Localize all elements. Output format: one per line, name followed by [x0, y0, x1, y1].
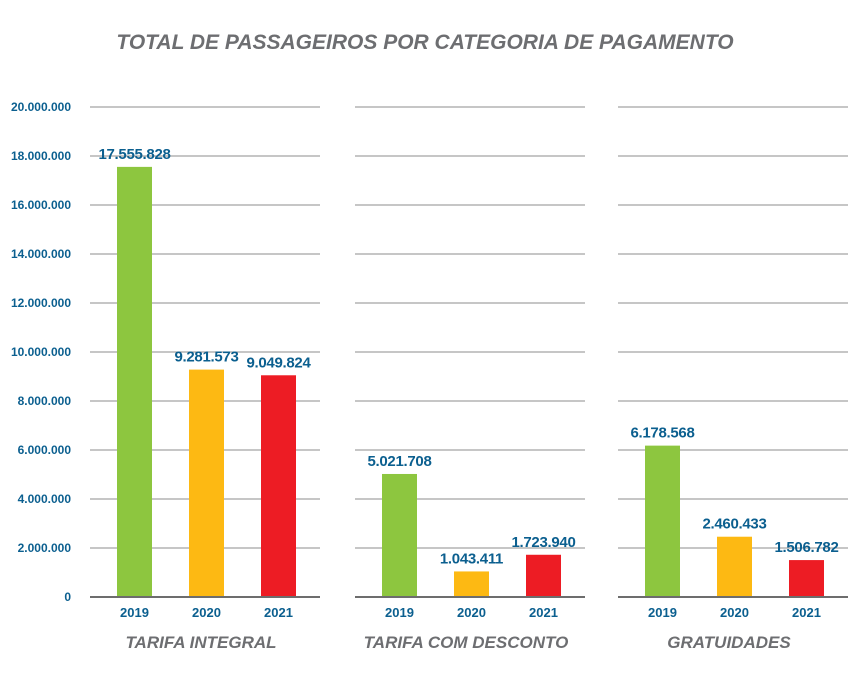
data-label: 9.281.573 — [174, 349, 238, 366]
panel-tarifa-integral: 17.555.828 2019 9.281.573 2020 9.049.824 2021… — [90, 106, 320, 652]
x-tick-label: 2019 — [120, 605, 149, 620]
y-tick-label: 8.000.000 — [18, 394, 72, 408]
y-tick-label: 14.000.000 — [11, 247, 71, 261]
bar-2021 — [261, 375, 296, 597]
panel-title: TARIFA COM DESCONTO — [364, 633, 569, 652]
data-label: 2.460.433 — [702, 516, 766, 533]
bar-2019 — [382, 473, 417, 597]
data-label: 5.021.708 — [367, 453, 431, 470]
data-label: 1.506.782 — [774, 539, 838, 556]
y-tick-label: 4.000.000 — [18, 492, 72, 506]
panel-title: TARIFA INTEGRAL — [125, 633, 276, 652]
y-tick-label: 16.000.000 — [11, 198, 71, 212]
panel-tarifa-com-desconto: 5.021.708 2019 1.043.411 2020 1.723.940 2021 T… — [355, 106, 585, 652]
chart-panels: 17.555.828 2019 9.281.573 2020 9.049.824 2021… — [90, 106, 848, 652]
x-tick-label: 2020 — [192, 605, 221, 620]
y-axis: 0 2.000.000 4.000.000 6.000.000 8.000.000 10.… — [11, 100, 71, 604]
data-label: 9.049.824 — [246, 354, 311, 371]
bar-2021 — [526, 554, 561, 597]
bar-2019 — [645, 445, 680, 597]
x-tick-label: 2020 — [720, 605, 749, 620]
data-label: 1.043.411 — [440, 550, 503, 567]
x-tick-label: 2021 — [792, 605, 821, 620]
bar-2020 — [454, 571, 489, 597]
x-tick-label: 2019 — [648, 605, 677, 620]
chart-title: TOTAL DE PASSAGEIROS POR CATEGORIA DE PA… — [116, 31, 733, 54]
bar-2020 — [717, 536, 752, 597]
y-tick-label: 20.000.000 — [11, 100, 71, 114]
bar-2019 — [117, 166, 152, 598]
x-tick-label: 2020 — [457, 605, 486, 620]
x-tick-label: 2021 — [529, 605, 558, 620]
x-tick-label: 2019 — [385, 605, 414, 620]
y-tick-label: 18.000.000 — [11, 149, 71, 163]
y-tick-label: 2.000.000 — [18, 541, 72, 555]
bar-2020 — [189, 369, 224, 597]
y-tick-label: 0 — [64, 590, 71, 604]
data-label: 6.178.568 — [630, 425, 694, 442]
y-tick-label: 6.000.000 — [18, 443, 72, 457]
panel-title: GRATUIDADES — [667, 633, 791, 652]
x-tick-label: 2021 — [264, 605, 293, 620]
panel-gratuidades: 6.178.568 2019 2.460.433 2020 1.506.782 2021G… — [618, 106, 848, 652]
y-tick-label: 10.000.000 — [11, 345, 71, 359]
data-label: 1.723.940 — [511, 534, 575, 551]
data-label: 17.555.828 — [98, 146, 170, 163]
y-tick-label: 12.000.000 — [11, 296, 71, 310]
bar-2021 — [789, 560, 824, 597]
